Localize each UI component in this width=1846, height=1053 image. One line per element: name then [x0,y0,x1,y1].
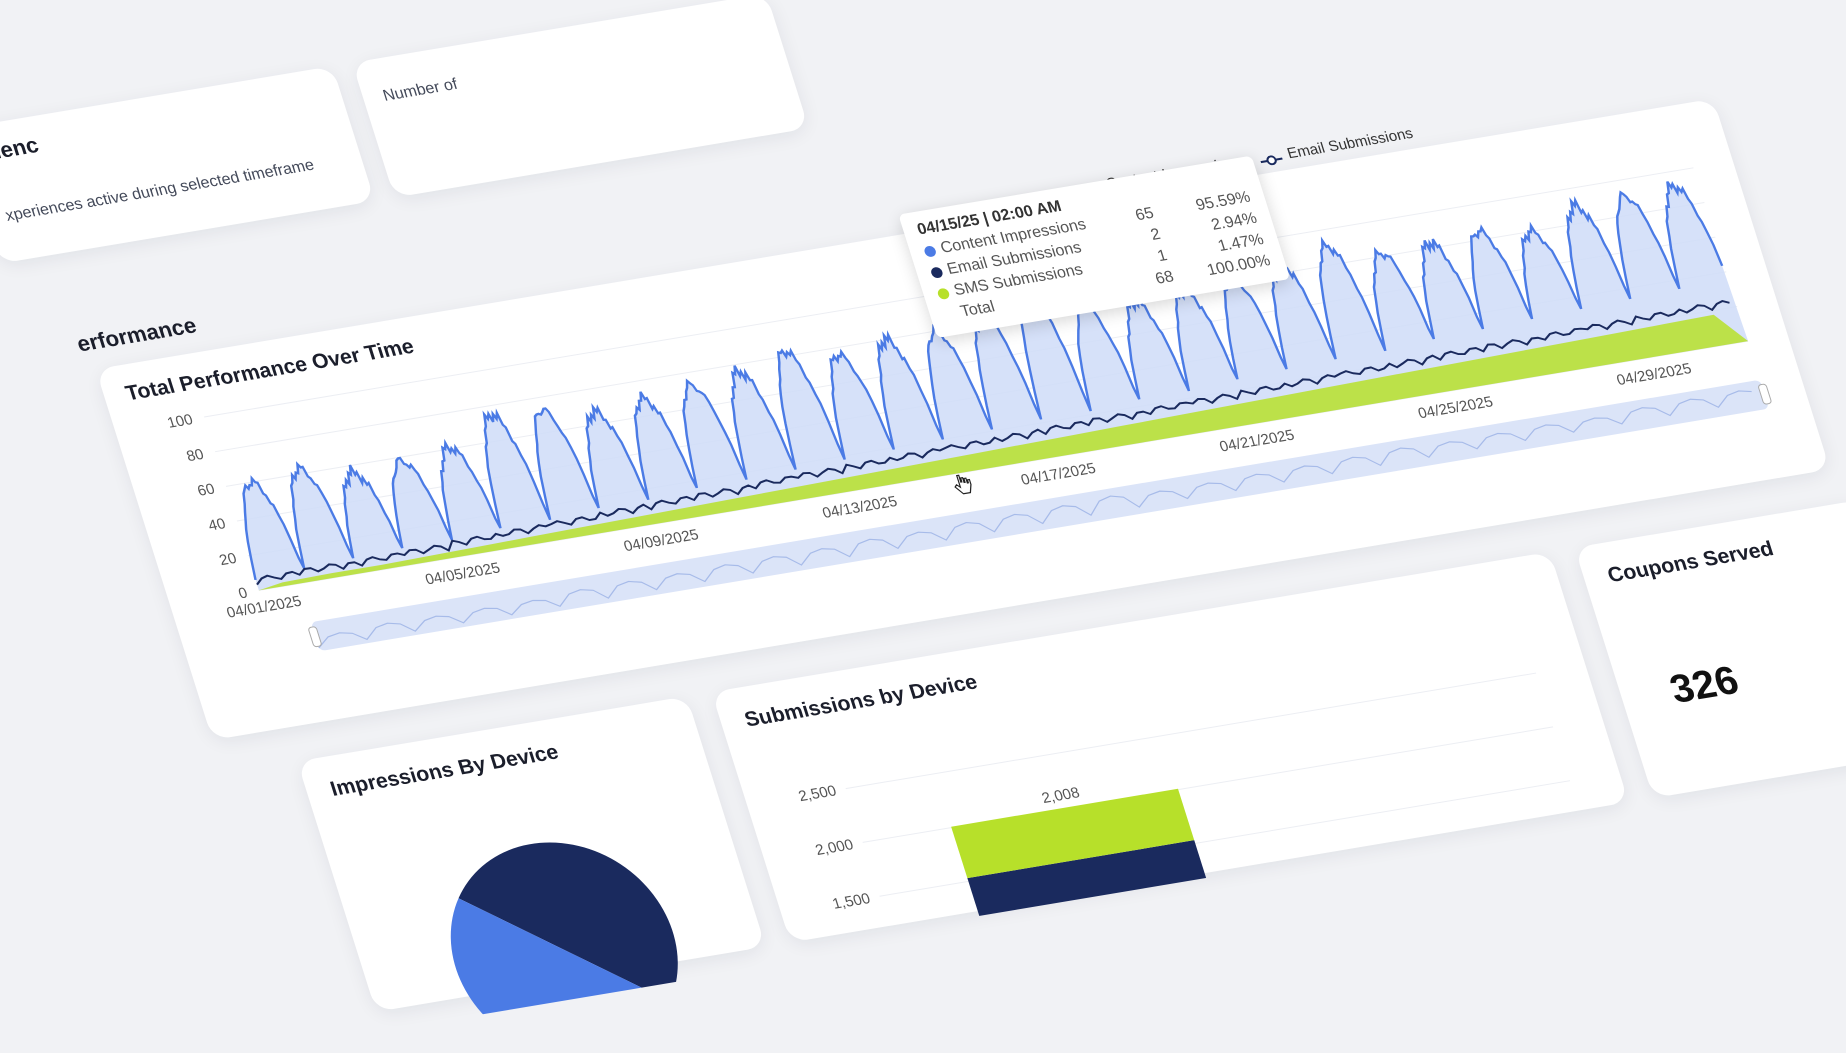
number-card: Number of [352,0,809,198]
dashboard-stage: rienc xperiences active during selected … [0,0,1846,1023]
number-desc: Number of [380,76,460,105]
y-tick-label: 40 [206,515,228,534]
sms-area [258,314,1749,591]
x-tick-label: 04/25/2025 [1416,394,1495,423]
sms-dot-icon [936,287,951,300]
impressions-card: Impressions By Device [297,696,766,1023]
section-title: erformance [73,312,200,357]
legend-label-email: Email Submissions [1285,124,1416,163]
bar-total-label: 2,008 [1040,784,1082,806]
range-handle-right [1758,383,1772,405]
coupons-title: Coupons Served [1604,537,1777,588]
total-spacer [943,308,957,320]
bar-total-label: 492 [1462,888,1492,908]
x-tick-label: 04/29/2025 [1615,360,1694,389]
x-tick-label: 04/17/2025 [1019,460,1098,489]
gridline [845,672,1537,790]
impressions-dot-icon [922,244,937,258]
y-tick-label: 60 [195,481,217,500]
experiences-title: rienc [0,132,42,165]
y-tick-label: 100 [165,411,195,431]
range-handle-left [308,626,322,648]
legend-item-email[interactable]: Email Submissions [1257,125,1415,167]
performance-card: Total Performance Over Time Content Impr… [95,98,1831,741]
gridline [225,236,1716,487]
x-tick-label: 04/13/2025 [820,493,899,522]
y-tick-label: 1,500 [830,890,872,912]
email-legend-icon [1258,150,1283,165]
cursor-icon [949,472,978,503]
y-tick-label: 1,000 [847,944,889,947]
coupons-card: Coupons Served 326 [1574,499,1846,799]
email-line [256,300,1730,586]
x-tick-label: 04/01/2025 [225,593,304,622]
category-label: Desktop [1440,862,1499,887]
impressions-pie-chart[interactable] [371,781,728,1023]
email-dot-icon [929,265,944,279]
coupons-value: 326 [1664,658,1744,712]
tooltip-count: 68 [1153,268,1177,288]
gridline [236,271,1727,522]
y-tick-label: 2,000 [813,836,855,858]
impressions-area [243,181,1749,591]
performance-chart[interactable]: 0 20 40 60 80 100 04/01/2025 04/05/2025 04/09/20… [112,152,1830,740]
x-tick-label: 04/05/2025 [423,560,502,589]
range-navigator-line [318,390,1752,649]
impressions-title: Impressions By Device [327,740,562,801]
impressions-line [242,181,1724,581]
y-tick-label: 0 [236,585,249,603]
y-tick-label: 80 [184,446,206,465]
experiences-card: rienc xperiences active during selected … [0,66,375,264]
x-tick-label: 04/09/2025 [622,526,701,555]
y-tick-label: 2,500 [796,783,838,805]
x-tick-label: 04/21/2025 [1217,427,1296,456]
y-tick-label: 20 [217,550,239,569]
experiences-desc: xperiences active during selected timefr… [3,156,317,225]
